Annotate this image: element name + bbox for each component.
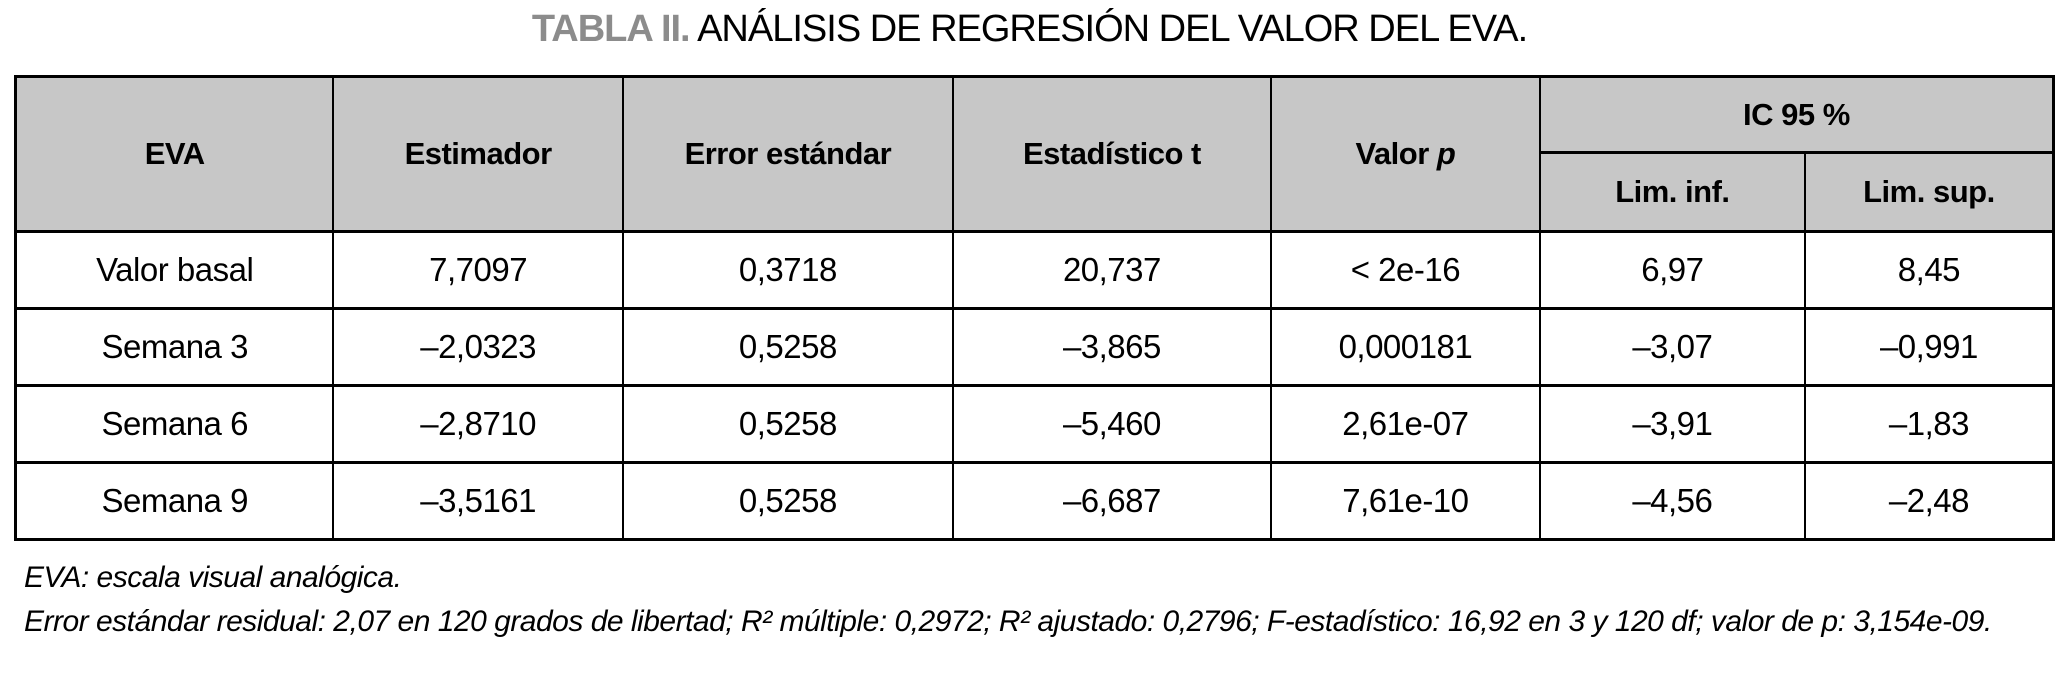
table-row-semana-3: Semana 3 –2,0323 0,5258 –3,865 0,000181 … (14, 307, 2055, 387)
col-header-eva: EVA (14, 75, 335, 233)
cell-eva: Semana 9 (14, 461, 335, 541)
cell-lim-inf: –4,56 (1538, 461, 1806, 541)
cell-estimador: 7,7097 (332, 230, 624, 310)
cell-error: 0,3718 (621, 230, 954, 310)
cell-lim-sup: –1,83 (1803, 384, 2055, 464)
col-header-estimador: Estimador (332, 75, 624, 233)
table-header: EVA Estimador Error estándar Estadístico… (14, 75, 2055, 233)
col-header-error-estandar: Error estándar (621, 75, 954, 233)
valor-p-prefix: Valor (1355, 136, 1429, 171)
col-header-valor-p: Valor p (1269, 75, 1541, 233)
cell-error: 0,5258 (621, 307, 954, 387)
cell-t: 20,737 (951, 230, 1272, 310)
footnote-abbreviation: EVA: escala visual analógica. (24, 561, 402, 594)
header-row-top: EVA Estimador Error estándar Estadístico… (14, 75, 2055, 233)
cell-lim-sup: –2,48 (1803, 461, 2055, 541)
valor-p-symbol: p (1436, 136, 1456, 171)
table-row-semana-9: Semana 9 –3,5161 0,5258 –6,687 7,61e-10 … (14, 461, 2055, 541)
header-row-sub: Lim. inf. Lim. sup. (16, 151, 2055, 233)
regression-table: EVA Estimador Error estándar Estadístico… (14, 75, 2055, 541)
cell-error: 0,5258 (621, 384, 954, 464)
table-footnotes: EVA: escala visual analógica. Error está… (24, 556, 2044, 644)
table-title-label: TABLA II. (531, 8, 691, 50)
cell-estimador: –3,5161 (332, 461, 624, 541)
cell-lim-inf: –3,07 (1538, 307, 1806, 387)
cell-lim-sup: –0,991 (1803, 307, 2055, 387)
cell-lim-inf: 6,97 (1538, 230, 1806, 310)
cell-error: 0,5258 (621, 461, 954, 541)
cell-estimador: –2,0323 (332, 307, 624, 387)
col-header-lim-sup: Lim. sup. (1803, 151, 2055, 233)
cell-p: < 2e-16 (1269, 230, 1541, 310)
table-title-text: ANÁLISIS DE REGRESIÓN DEL VALOR DEL EVA. (689, 8, 1528, 50)
cell-lim-inf: –3,91 (1538, 384, 1806, 464)
col-header-ic95: IC 95 % (1538, 75, 2055, 154)
cell-estimador: –2,8710 (332, 384, 624, 464)
cell-eva: Valor basal (14, 230, 335, 310)
cell-eva: Semana 3 (14, 307, 335, 387)
table-body: Valor basal 7,7097 0,3718 20,737 < 2e-16… (14, 230, 2055, 541)
col-header-estadistico-t: Estadístico t (951, 75, 1272, 233)
cell-lim-sup: 8,45 (1803, 230, 2055, 310)
cell-t: –6,687 (951, 461, 1272, 541)
cell-t: –5,460 (951, 384, 1272, 464)
cell-p: 7,61e-10 (1269, 461, 1541, 541)
cell-t: –3,865 (951, 307, 1272, 387)
table-row-semana-6: Semana 6 –2,8710 0,5258 –5,460 2,61e-07 … (14, 384, 2055, 464)
table-title: TABLA II. ANÁLISIS DE REGRESIÓN DEL VALO… (0, 8, 2059, 51)
cell-p: 2,61e-07 (1269, 384, 1541, 464)
table-row-valor-basal: Valor basal 7,7097 0,3718 20,737 < 2e-16… (14, 230, 2055, 310)
col-header-lim-inf: Lim. inf. (1538, 151, 1806, 233)
footnote-statistics: Error estándar residual: 2,07 en 120 gra… (24, 605, 1992, 638)
cell-eva: Semana 6 (14, 384, 335, 464)
cell-p: 0,000181 (1269, 307, 1541, 387)
